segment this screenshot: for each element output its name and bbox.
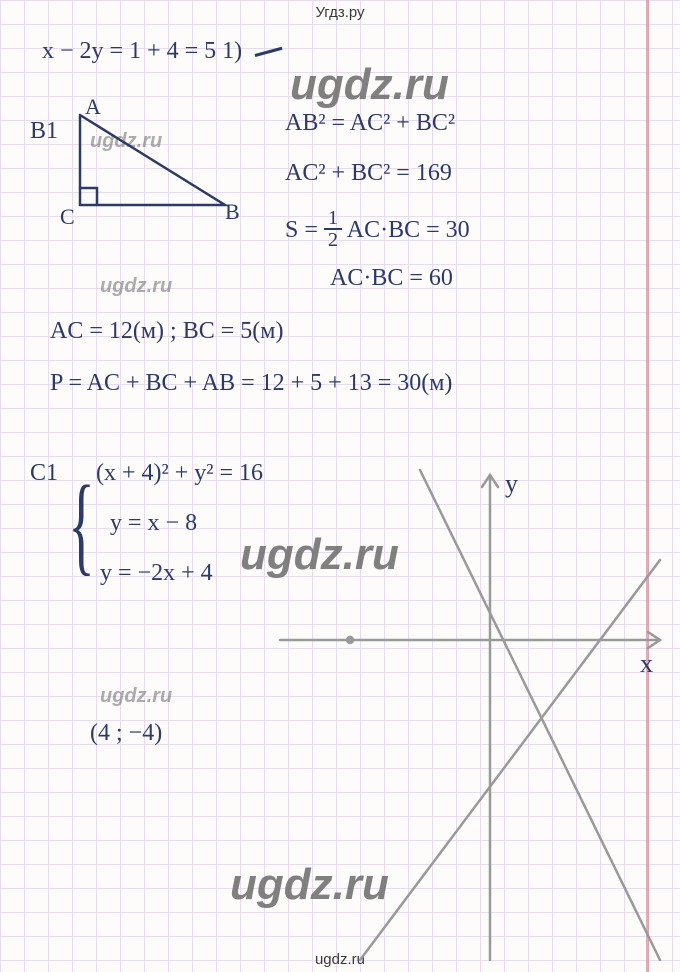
paper-bg: Угдз.ру ugdz.ru ugdz.ru ugdz.ru ugdz.ru … [0,0,680,972]
axis-label-y: y [505,470,518,499]
axis-label-x: x [640,650,653,679]
coordinate-graph [0,0,680,972]
